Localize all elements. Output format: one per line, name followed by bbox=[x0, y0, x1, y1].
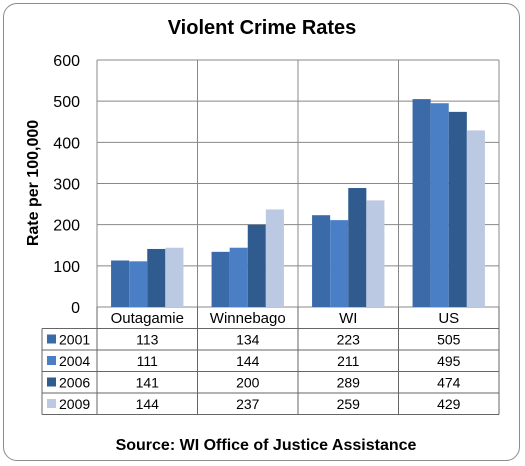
y-tick-label: 400 bbox=[53, 135, 80, 152]
table-cell: 289 bbox=[337, 375, 361, 391]
bar-2009-outagamie bbox=[165, 247, 184, 307]
table-cell: 111 bbox=[137, 353, 158, 369]
bar-2001-us bbox=[412, 99, 431, 307]
table-cell: 237 bbox=[236, 396, 260, 412]
y-tick-label: 500 bbox=[53, 94, 80, 111]
bar-2009-us bbox=[466, 130, 485, 307]
y-tick-label: 0 bbox=[71, 300, 80, 317]
category-label: Winnebago bbox=[210, 310, 286, 327]
legend-swatch bbox=[47, 356, 56, 365]
bar-2004-winnebago bbox=[229, 247, 248, 307]
table-cell: 141 bbox=[136, 375, 160, 391]
legend-label: 2009 bbox=[59, 396, 90, 412]
data-table: Outagamie Winnebago WI US 2001 113 134 223 505 20… bbox=[41, 307, 500, 415]
table-cell: 200 bbox=[236, 375, 260, 391]
bar-2009-wi bbox=[366, 200, 385, 307]
legend-swatch bbox=[47, 334, 56, 344]
bar-2001-wi bbox=[312, 215, 331, 307]
bar-2001-outagamie bbox=[111, 260, 130, 307]
bars bbox=[111, 99, 485, 308]
table-cell: 113 bbox=[136, 332, 159, 348]
bar-2004-wi bbox=[330, 220, 349, 307]
y-tick-label: 200 bbox=[53, 218, 80, 235]
bar-2006-us bbox=[448, 111, 467, 308]
table-cell: 429 bbox=[437, 396, 461, 412]
table-cell: 495 bbox=[437, 353, 461, 369]
legend-swatch bbox=[47, 399, 56, 408]
y-tick-label: 100 bbox=[53, 259, 80, 276]
table-cell: 144 bbox=[236, 353, 260, 369]
y-axis-ticks: 0 100 200 300 400 500 600 bbox=[53, 53, 80, 317]
table-cell: 211 bbox=[337, 353, 360, 369]
legend-label: 2001 bbox=[59, 332, 90, 348]
bar-2004-outagamie bbox=[129, 261, 148, 307]
y-tick-label: 600 bbox=[53, 53, 80, 70]
category-label: US bbox=[438, 310, 459, 327]
table-cell: 474 bbox=[437, 375, 461, 391]
category-label: WI bbox=[339, 310, 357, 327]
legend-swatch bbox=[47, 377, 56, 387]
legend-label: 2004 bbox=[59, 353, 90, 369]
table-cell: 134 bbox=[236, 332, 260, 348]
legend-label: 2006 bbox=[59, 375, 90, 391]
table-cell: 505 bbox=[437, 332, 461, 348]
y-tick-label: 300 bbox=[53, 177, 80, 194]
table-cell: 259 bbox=[337, 396, 361, 412]
category-label: Outagamie bbox=[111, 310, 184, 327]
bar-2006-outagamie bbox=[147, 248, 166, 307]
bar-2009-winnebago bbox=[265, 209, 284, 307]
bar-2004-us bbox=[430, 103, 449, 307]
bar-2006-winnebago bbox=[247, 224, 266, 307]
bar-2006-wi bbox=[348, 188, 367, 307]
table-cell: 223 bbox=[337, 332, 361, 348]
source-note: Source: WI Office of Justice Assistance bbox=[116, 437, 417, 454]
chart-title: Violent Crime Rates bbox=[168, 17, 357, 39]
y-axis-label: Rate per 100,000 bbox=[25, 120, 42, 246]
bar-2001-winnebago bbox=[211, 251, 230, 307]
table-cell: 144 bbox=[136, 396, 160, 412]
